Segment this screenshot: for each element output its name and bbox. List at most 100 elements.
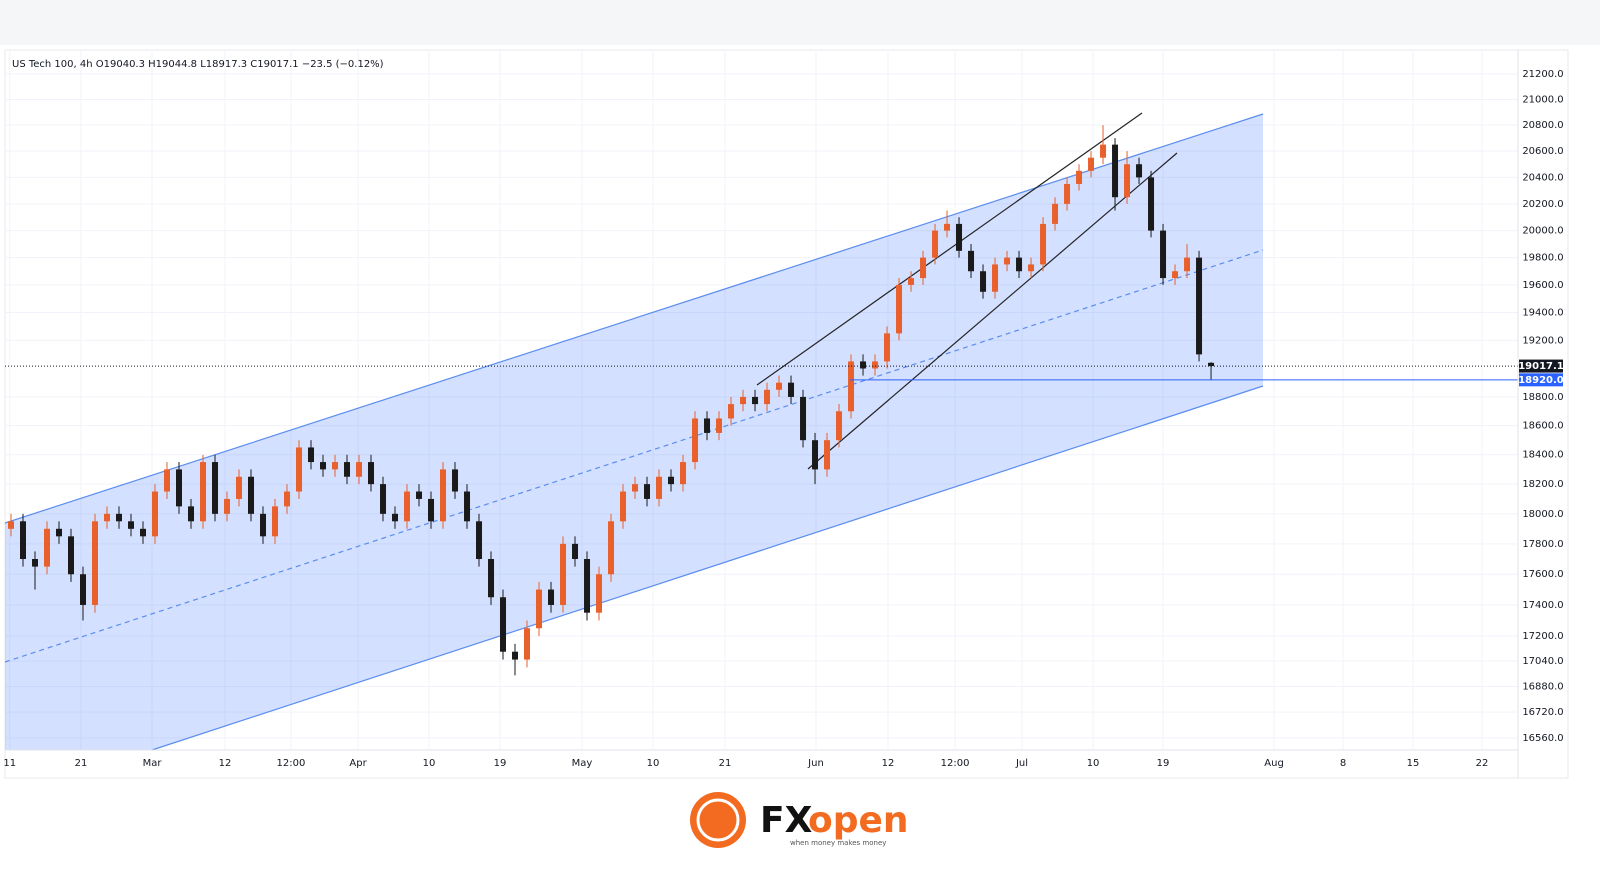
- x-tick-label: 21: [75, 758, 88, 769]
- candle-body: [440, 469, 447, 522]
- candle-body: [1160, 230, 1167, 279]
- candle-body: [1004, 257, 1011, 265]
- y-tick-label: 20800.0: [1522, 120, 1563, 131]
- candle-body: [20, 521, 27, 560]
- candle-body: [860, 361, 867, 369]
- price-tag-box: [1519, 359, 1563, 373]
- logo-tagline: when money makes money: [790, 839, 886, 847]
- y-tick-label: 17040.0: [1522, 656, 1563, 667]
- candle-body: [260, 513, 267, 537]
- x-tick-label: 19: [1157, 758, 1170, 769]
- y-tick-label: 17400.0: [1522, 600, 1563, 611]
- candle-body: [332, 462, 339, 470]
- candle-body: [1064, 183, 1071, 204]
- candle-body: [8, 521, 15, 529]
- candle-body: [980, 271, 987, 292]
- candle-body: [1136, 164, 1143, 178]
- candle-body: [344, 462, 351, 477]
- price-tag-label: 19017.1: [1518, 361, 1564, 372]
- candle-body: [1088, 157, 1095, 171]
- candle-body: [1184, 257, 1191, 272]
- candle-body: [764, 389, 771, 405]
- candle-body: [884, 333, 891, 362]
- y-tick-label: 18200.0: [1522, 479, 1563, 490]
- candle-body: [584, 559, 591, 613]
- x-tick-label: 22: [1476, 758, 1489, 769]
- candle-body: [1196, 257, 1203, 355]
- candle-body: [632, 484, 639, 492]
- candle-body: [224, 498, 231, 514]
- candle-body: [668, 476, 675, 485]
- candle-body: [212, 462, 219, 514]
- y-tick-label: 18400.0: [1522, 450, 1563, 461]
- candle-body: [560, 543, 567, 605]
- y-tick-label: 20400.0: [1522, 172, 1563, 183]
- y-tick-label: 21000.0: [1522, 94, 1563, 105]
- grid: [5, 50, 1518, 750]
- candle-body: [1040, 223, 1047, 265]
- price-tag-box: [1519, 373, 1563, 387]
- candle-body: [1112, 144, 1119, 198]
- logo-emblem-ring: [696, 798, 740, 842]
- candle-body: [620, 491, 627, 522]
- candle-body: [608, 521, 615, 575]
- x-tick-label: 12: [219, 758, 232, 769]
- candle-body: [176, 469, 183, 507]
- candle-body: [836, 411, 843, 441]
- candle-body: [1100, 144, 1107, 158]
- candle-body: [380, 484, 387, 514]
- candle-body: [140, 528, 147, 537]
- x-tick-label: Aug: [1264, 758, 1284, 769]
- candle-body: [596, 574, 603, 613]
- y-tick-label: 17200.0: [1522, 631, 1563, 642]
- y-tick-label: 16560.0: [1522, 733, 1563, 744]
- x-tick-label: 11: [3, 758, 16, 769]
- y-tick-label: 21200.0: [1522, 69, 1563, 80]
- candle-body: [392, 513, 399, 522]
- x-tick-label: 21: [719, 758, 732, 769]
- candle-body: [248, 476, 255, 514]
- y-tick-label: 17800.0: [1522, 539, 1563, 550]
- candle-body: [644, 484, 651, 499]
- y-tick-label: 20200.0: [1522, 199, 1563, 210]
- candle-body: [1172, 271, 1179, 279]
- candle-body: [1148, 177, 1155, 231]
- x-tick-label: Mar: [143, 758, 163, 769]
- candle-body: [944, 223, 951, 231]
- y-tick-label: 18600.0: [1522, 421, 1563, 432]
- candle-body: [1208, 362, 1215, 367]
- candle-body: [1124, 164, 1131, 198]
- candle-body: [104, 513, 111, 522]
- candle-body: [512, 651, 519, 660]
- y-tick-label: 20000.0: [1522, 226, 1563, 237]
- candle-body: [704, 418, 711, 433]
- y-tick-label: 19600.0: [1522, 280, 1563, 291]
- candle-body: [812, 440, 819, 470]
- x-tick-label: Jun: [807, 758, 824, 769]
- price-tag-label: 18920.0: [1518, 375, 1564, 386]
- candle-body: [656, 476, 663, 499]
- candle-body: [404, 491, 411, 522]
- candle-body: [164, 469, 171, 492]
- candle-body: [728, 404, 735, 419]
- candle-body: [716, 418, 723, 433]
- candle-body: [368, 462, 375, 485]
- y-tick-label: 16880.0: [1522, 682, 1563, 693]
- candle-body: [32, 559, 39, 567]
- x-tick-label: 12: [882, 758, 895, 769]
- candle-body: [752, 396, 759, 405]
- candle-body: [272, 506, 279, 537]
- x-tick-label: 19: [494, 758, 507, 769]
- candle-body: [776, 382, 783, 390]
- candle-body: [968, 250, 975, 272]
- candle-body: [992, 264, 999, 292]
- logo-open: open: [808, 800, 909, 841]
- candle-body: [740, 396, 747, 405]
- candle-body: [92, 521, 99, 605]
- candle-body: [680, 462, 687, 485]
- candle-body: [848, 361, 855, 412]
- candle-body: [524, 628, 531, 660]
- candle-body: [128, 521, 135, 529]
- candle-body: [896, 284, 903, 334]
